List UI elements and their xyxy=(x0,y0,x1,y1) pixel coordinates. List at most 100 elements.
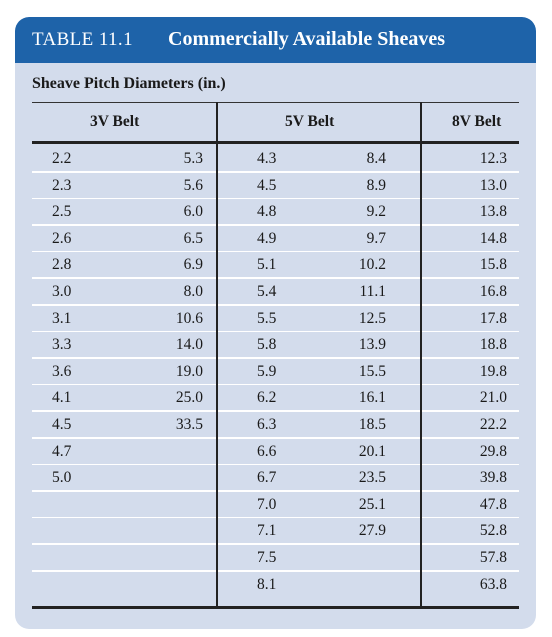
table-subtitle: Sheave Pitch Diameters (in.) xyxy=(32,75,226,92)
table-cell-8v: 16.8 xyxy=(479,283,507,300)
table-row: 8.1 63.8 xyxy=(32,572,519,599)
table-cell-3v-right: 19.0 xyxy=(175,362,203,380)
table-cell-5v-right: 8.4 xyxy=(366,150,386,167)
table-cell-3v-right: 10.6 xyxy=(175,309,203,327)
table-row: 3.3 14.0 5.8 13.9 18.8 xyxy=(32,332,519,359)
table-cell-5v-right: 20.1 xyxy=(358,442,386,460)
row-separator xyxy=(32,516,519,519)
table-title: Commercially Available Sheaves xyxy=(168,28,446,50)
table-cell-3v-right: 33.5 xyxy=(175,416,203,433)
table-cell-5v-right: 25.1 xyxy=(358,495,386,513)
table-row: 3.6 19.0 5.9 15.5 19.8 xyxy=(32,359,519,386)
table-cell-5v-left: 6.7 xyxy=(257,469,277,487)
row-separator xyxy=(32,304,519,306)
table-cell-8v: 18.8 xyxy=(479,336,507,354)
table-cell-5v-right: 10.2 xyxy=(358,256,386,274)
table-cell-3v-left: 4.7 xyxy=(52,442,72,460)
table-cell-3v-right: 14.0 xyxy=(175,336,203,354)
table-cell-3v-left: 2.8 xyxy=(52,256,72,274)
top-rule xyxy=(32,102,519,103)
table-cell-8v: 19.8 xyxy=(479,362,507,380)
row-separator xyxy=(32,357,519,359)
bottom-rule xyxy=(32,606,519,609)
table-cell-3v-right: 5.3 xyxy=(183,150,203,167)
table-cell-5v-left: 6.6 xyxy=(257,442,277,460)
table-cell-8v: 13.8 xyxy=(479,203,507,221)
table-row: 7.5 57.8 xyxy=(32,545,519,572)
table-cell-5v-right: 8.9 xyxy=(366,176,386,194)
table-cell-3v-left: 4.5 xyxy=(52,416,72,433)
row-separator xyxy=(32,224,519,226)
table-cell-5v-left: 4.5 xyxy=(257,176,277,194)
table-cell-5v-left: 5.8 xyxy=(257,336,277,354)
table-cell-5v-left: 5.5 xyxy=(257,309,277,327)
table-cell-3v-left: 4.1 xyxy=(52,389,72,407)
table-cell-5v-left: 8.1 xyxy=(257,575,277,593)
table-cell-8v: 52.8 xyxy=(479,522,507,540)
table-row: 3.1 10.6 5.5 12.5 17.8 xyxy=(32,306,519,333)
table-cell-8v: 57.8 xyxy=(479,549,507,566)
table-cell-5v-left: 7.1 xyxy=(257,522,277,540)
table-cell-3v-right: 5.6 xyxy=(183,176,203,194)
table-row: 4.1 25.0 6.2 16.1 21.0 xyxy=(32,385,519,412)
table-row: 2.8 6.9 5.1 10.2 15.8 xyxy=(32,252,519,279)
row-separator xyxy=(32,383,519,386)
table-cell-8v: 63.8 xyxy=(479,575,507,593)
divider-5v-8v xyxy=(420,102,422,609)
table-cell-5v-right: 27.9 xyxy=(358,522,386,540)
table-cell-5v-right: 16.1 xyxy=(358,389,386,407)
column-header-5v: 5V Belt xyxy=(285,113,335,130)
table-cell-8v: 17.8 xyxy=(479,309,507,327)
table-cell-3v-left: 2.6 xyxy=(52,229,72,247)
table-frame: TABLE 11.1 Commercially Available Sheave… xyxy=(15,17,536,629)
row-separator xyxy=(32,171,519,173)
row-separator xyxy=(32,570,519,572)
table-cell-3v-left: 2.3 xyxy=(52,176,72,194)
table-cell-8v: 39.8 xyxy=(479,469,507,487)
table-cell-3v-left: 3.0 xyxy=(52,283,72,300)
column-header-3v: 3V Belt xyxy=(90,113,140,130)
table-cell-3v-left: 3.6 xyxy=(52,362,72,380)
table-cell-5v-right: 23.5 xyxy=(358,469,386,487)
table-cell-3v-left: 5.0 xyxy=(52,469,72,487)
table-cell-5v-left: 5.9 xyxy=(257,362,277,380)
header-rule xyxy=(32,141,519,144)
table-cell-5v-left: 4.3 xyxy=(257,150,277,167)
table-cell-3v-right: 6.9 xyxy=(183,256,203,274)
table-cell-5v-left: 7.0 xyxy=(257,495,277,513)
row-separator xyxy=(32,543,519,545)
table-row: 7.0 25.1 47.8 xyxy=(32,492,519,519)
table-row: 4.7 6.6 20.1 29.8 xyxy=(32,439,519,466)
table-row: 7.1 27.9 52.8 xyxy=(32,518,519,545)
table-cell-5v-right: 13.9 xyxy=(358,336,386,354)
table-cell-5v-right: 12.5 xyxy=(358,309,386,327)
table-number: TABLE 11.1 xyxy=(32,29,133,50)
row-separator xyxy=(32,410,519,412)
table-card: TABLE 11.1 Commercially Available Sheave… xyxy=(15,17,536,629)
table-cell-5v-left: 6.3 xyxy=(257,416,277,433)
table-cell-5v-right: 9.7 xyxy=(366,229,386,247)
table-cell-8v: 15.8 xyxy=(479,256,507,274)
divider-3v-5v xyxy=(216,102,218,609)
table-cell-5v-left: 4.9 xyxy=(257,229,277,247)
table-cell-3v-right: 8.0 xyxy=(183,283,203,300)
row-separator xyxy=(32,277,519,279)
table-cell-8v: 13.0 xyxy=(479,176,507,194)
table-row: 2.6 6.5 4.9 9.7 14.8 xyxy=(32,226,519,253)
table-cell-3v-left: 3.1 xyxy=(52,309,72,327)
table-row: 2.2 5.3 4.3 8.4 12.3 xyxy=(32,146,519,173)
table-cell-3v-left: 2.2 xyxy=(52,150,72,167)
table-row: 2.5 6.0 4.8 9.2 13.8 xyxy=(32,199,519,226)
table-cell-3v-right: 6.5 xyxy=(183,229,203,247)
table-row: 2.3 5.6 4.5 8.9 13.0 xyxy=(32,173,519,200)
table-cell-3v-left: 3.3 xyxy=(52,336,72,354)
table-cell-8v: 47.8 xyxy=(479,495,507,513)
table-cell-5v-right: 18.5 xyxy=(358,416,386,433)
row-separator xyxy=(32,463,519,466)
table-cell-5v-left: 4.8 xyxy=(257,203,277,221)
table-cell-8v: 29.8 xyxy=(479,442,507,460)
table-row: 4.5 33.5 6.3 18.5 22.2 xyxy=(32,412,519,439)
table-row: 3.0 8.0 5.4 11.1 16.8 xyxy=(32,279,519,306)
table-cell-8v: 14.8 xyxy=(479,229,507,247)
table-cell-8v: 21.0 xyxy=(479,389,507,407)
